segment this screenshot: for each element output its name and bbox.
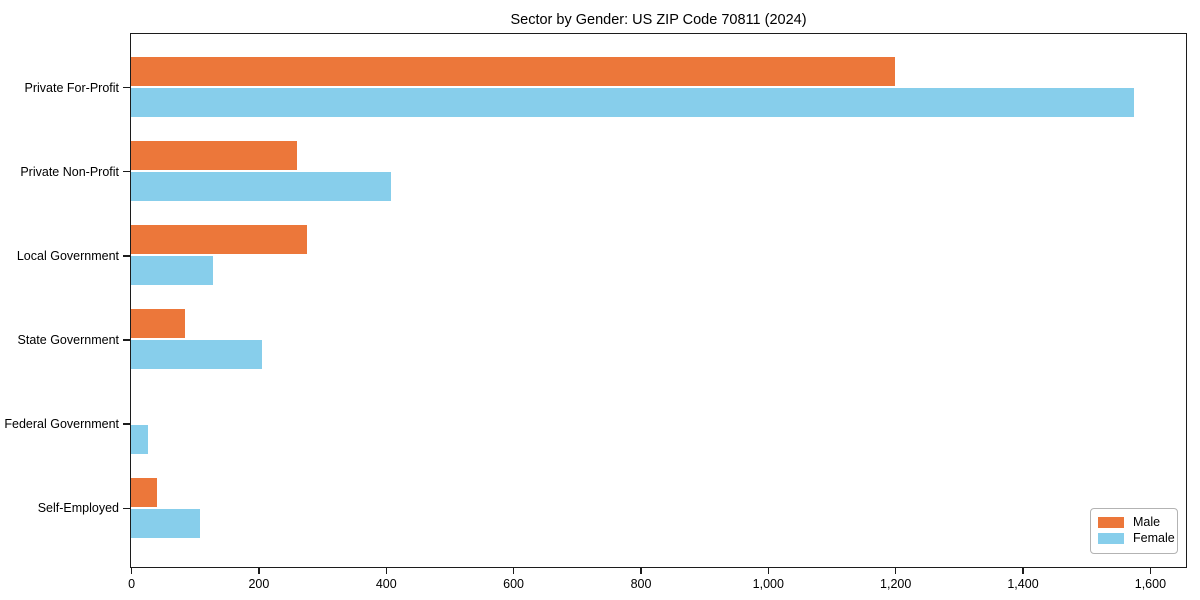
bar-female-self-employed xyxy=(131,508,201,538)
plot-area xyxy=(130,33,1187,568)
category-label-private-for-profit: Private For-Profit xyxy=(24,80,119,95)
bar-female-private-for-profit xyxy=(131,87,1134,117)
legend-label-male: Male xyxy=(1133,515,1161,529)
x-tick-1000 xyxy=(767,568,770,574)
y-tick-private-for-profit xyxy=(123,86,130,89)
x-tick-0 xyxy=(130,568,133,574)
x-tick-label-0: 0 xyxy=(128,577,136,591)
x-tick-1600 xyxy=(1149,568,1152,574)
x-tick-1400 xyxy=(1022,568,1024,574)
legend-label-female: Female xyxy=(1133,531,1175,545)
y-tick-state-government xyxy=(123,339,130,341)
bar-female-private-non-profit xyxy=(131,172,391,202)
chart-title: Sector by Gender: US ZIP Code 70811 (202… xyxy=(510,12,807,28)
x-tick-label-1400: 1,400 xyxy=(1007,577,1039,591)
bar-male-state-government xyxy=(131,309,185,339)
x-tick-200 xyxy=(258,568,260,574)
y-tick-local-government xyxy=(123,255,130,257)
x-tick-label-1000: 1,000 xyxy=(752,577,784,591)
male-color-swatch xyxy=(1098,517,1124,528)
x-tick-400 xyxy=(385,568,388,574)
category-label-federal-government: Federal Government xyxy=(4,417,119,432)
bar-female-state-government xyxy=(131,340,263,370)
bar-male-local-government xyxy=(131,225,308,255)
x-tick-label-800: 800 xyxy=(630,577,652,591)
legend-item-male: Male xyxy=(1098,515,1169,530)
legend-item-female: Female xyxy=(1098,531,1175,546)
category-label-state-government: State Government xyxy=(17,333,119,347)
female-color-swatch xyxy=(1098,533,1124,544)
x-tick-1200 xyxy=(894,568,897,574)
x-tick-label-600: 600 xyxy=(503,577,525,591)
x-tick-label-400: 400 xyxy=(375,577,397,591)
legend: Male Female xyxy=(1090,508,1178,554)
bar-female-local-government xyxy=(131,256,213,286)
bar-male-private-non-profit xyxy=(131,141,297,171)
y-tick-federal-government xyxy=(123,423,130,425)
category-label-local-government: Local Government xyxy=(16,248,119,263)
x-tick-label-1200: 1,200 xyxy=(880,577,912,591)
bar-male-self-employed xyxy=(131,477,157,507)
x-tick-800 xyxy=(640,568,642,574)
x-tick-label-1600: 1,600 xyxy=(1134,577,1167,591)
y-tick-private-non-profit xyxy=(123,170,130,173)
category-label-private-non-profit: Private Non-Profit xyxy=(20,164,119,179)
y-tick-self-employed xyxy=(123,507,130,510)
x-tick-600 xyxy=(512,568,515,574)
category-label-self-employed: Self-Employed xyxy=(37,501,119,516)
bar-female-federal-government xyxy=(131,424,148,454)
bar-male-private-for-profit xyxy=(131,56,896,86)
x-tick-label-200: 200 xyxy=(248,577,270,591)
